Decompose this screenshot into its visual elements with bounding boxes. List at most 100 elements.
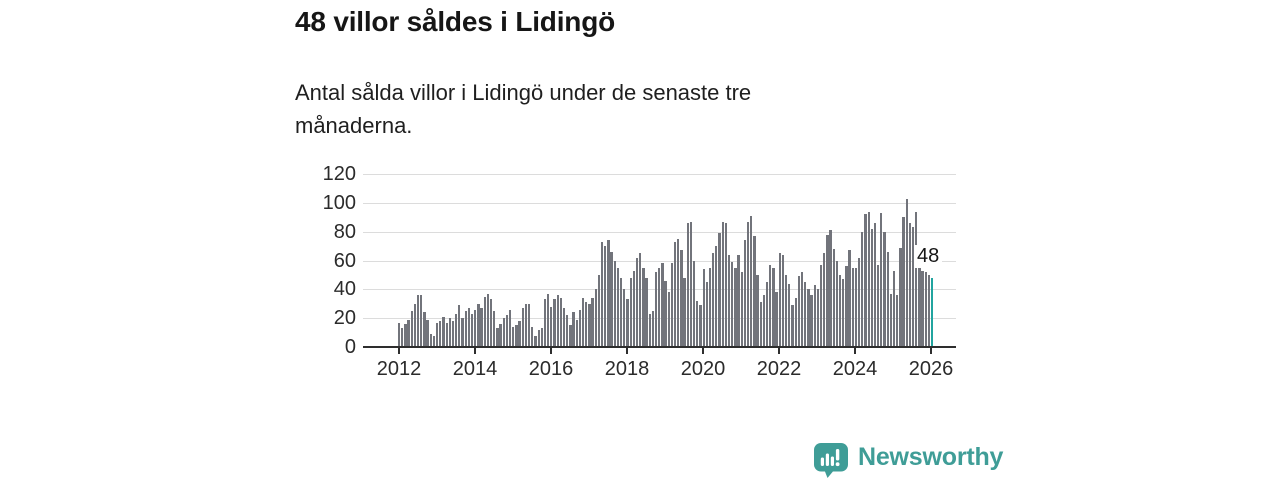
bar — [769, 264, 772, 347]
bar — [401, 328, 404, 347]
bar — [781, 254, 785, 347]
bar — [404, 323, 407, 347]
bar — [616, 267, 620, 347]
bar — [505, 315, 509, 347]
bar — [467, 308, 470, 347]
bar — [397, 322, 401, 347]
bar — [534, 335, 537, 347]
bar — [683, 277, 686, 347]
bar — [699, 305, 702, 347]
bar — [556, 295, 559, 347]
newsworthy-branding: Newsworthy — [814, 443, 1003, 478]
bar — [632, 270, 635, 347]
bar — [854, 267, 858, 347]
x-axis-tick — [930, 347, 932, 354]
bar — [531, 326, 534, 347]
bar — [413, 303, 417, 347]
bar — [654, 272, 658, 347]
bar — [518, 321, 521, 347]
bar — [550, 306, 553, 347]
bar — [480, 308, 483, 347]
gridline — [363, 202, 956, 204]
bar — [407, 319, 410, 347]
bar — [540, 328, 543, 347]
bar — [499, 323, 502, 347]
y-axis-label: 40 — [333, 278, 356, 301]
bar — [692, 260, 696, 347]
bar — [826, 234, 829, 347]
bar — [562, 308, 566, 347]
x-axis-label: 2024 — [832, 358, 878, 380]
bar — [873, 223, 877, 347]
bar — [458, 305, 461, 347]
bar — [502, 318, 505, 347]
bar — [455, 313, 458, 347]
bar — [892, 270, 896, 347]
bar — [750, 215, 753, 347]
bar — [686, 223, 689, 347]
bar — [521, 308, 524, 347]
x-axis-tick — [474, 347, 476, 354]
bar — [426, 319, 429, 347]
bar — [915, 211, 918, 347]
y-axis-label: 60 — [333, 249, 356, 272]
bar — [493, 311, 496, 347]
bar — [572, 312, 575, 347]
x-axis-label: 2016 — [528, 358, 574, 380]
bar — [543, 299, 547, 347]
bar — [410, 311, 413, 347]
bar — [851, 267, 854, 347]
page-title: 48 villor såldes i Lidingö — [295, 6, 615, 37]
bar — [524, 303, 528, 347]
bar — [712, 253, 715, 347]
bar — [927, 274, 931, 347]
bar — [645, 277, 648, 347]
bar — [537, 329, 540, 347]
bar — [911, 227, 915, 347]
bar — [604, 246, 607, 347]
bar — [829, 230, 832, 347]
bar — [889, 293, 893, 347]
bar — [585, 302, 588, 347]
bar — [724, 223, 728, 347]
x-axis-label: 2020 — [680, 358, 726, 380]
bar — [702, 269, 705, 347]
bar — [759, 302, 762, 347]
bar — [613, 260, 616, 347]
bar — [451, 321, 455, 347]
bar — [807, 289, 810, 347]
bar — [743, 240, 747, 347]
bar — [791, 305, 794, 347]
bar — [664, 280, 667, 347]
bar — [804, 282, 807, 347]
bar — [515, 325, 518, 347]
x-axis-label: 2022 — [756, 358, 802, 380]
bar — [439, 321, 442, 347]
bar — [832, 249, 835, 347]
gridline — [363, 174, 956, 175]
bar — [921, 270, 924, 347]
bar — [642, 267, 645, 347]
bar — [629, 277, 632, 347]
bar — [588, 303, 591, 347]
bar — [753, 236, 756, 347]
bar — [883, 231, 886, 347]
bar — [435, 322, 439, 347]
bar — [594, 289, 597, 347]
bar — [559, 298, 563, 347]
bar — [591, 298, 594, 347]
bar — [547, 293, 550, 347]
bar — [680, 250, 683, 347]
bar — [857, 257, 861, 347]
bar — [810, 295, 813, 347]
bar — [800, 272, 804, 347]
bar — [848, 250, 851, 347]
bar — [838, 274, 842, 347]
bar — [756, 274, 759, 347]
bar — [908, 223, 912, 347]
bar — [474, 309, 477, 347]
y-axis-label: 20 — [333, 307, 356, 330]
x-axis-tick — [854, 347, 856, 354]
x-axis-tick — [550, 347, 552, 354]
bar — [867, 211, 870, 347]
